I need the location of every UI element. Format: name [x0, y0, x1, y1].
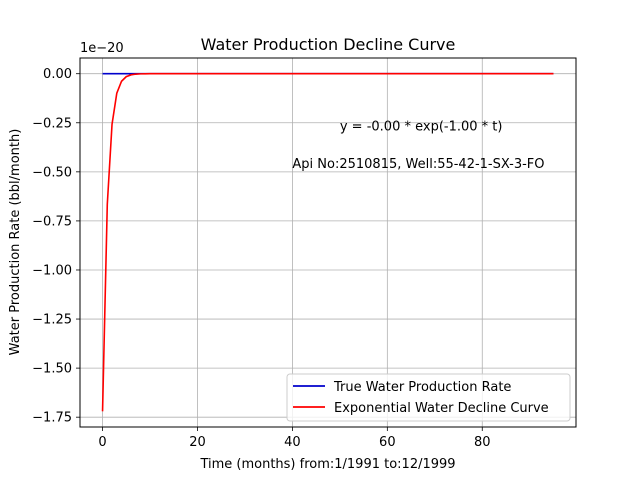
y-tick-label: −0.50: [32, 165, 72, 180]
grid: [80, 58, 576, 427]
legend: True Water Production Rate Exponential W…: [286, 373, 571, 422]
x-tick-label: 20: [189, 435, 206, 450]
y-tick-label: −1.75: [32, 411, 72, 426]
series-layer: [101, 72, 554, 412]
legend-label-exponential-curve: Exponential Water Decline Curve: [334, 401, 549, 416]
x-axis: 0 20 40 60 80: [98, 427, 491, 450]
plot-area-frame: [79, 57, 577, 428]
chart-title: Water Production Decline Curve: [201, 35, 456, 54]
y-tick-label: −1.00: [32, 263, 72, 278]
x-tick-label: 60: [379, 435, 396, 450]
x-tick-label: 80: [474, 435, 491, 450]
y-offset-label: 1e−20: [80, 41, 124, 56]
x-axis-label: Time (months) from:1/1991 to:12/1999: [199, 457, 455, 472]
y-tick-label: −1.25: [32, 313, 72, 328]
y-tick-label: −0.75: [32, 214, 72, 229]
legend-box: [286, 373, 571, 422]
equation-annotation: y = -0.00 * exp(-1.00 * t): [340, 120, 503, 135]
series-line-exponential-curve: [101, 72, 554, 412]
y-tick-label: −0.25: [32, 116, 72, 131]
x-tick-label: 40: [284, 435, 301, 450]
legend-label-true-rate: True Water Production Rate: [333, 380, 511, 395]
y-axis-label: Water Production Rate (bbl/month): [8, 129, 23, 356]
y-tick-label: 0.00: [43, 67, 72, 82]
y-tick-label: −1.50: [32, 362, 72, 377]
x-tick-label: 0: [98, 435, 106, 450]
y-axis: 0.00 −0.25 −0.50 −0.75 −1.00 −1.25 −1.50 −1.75: [32, 67, 80, 426]
well-annotation: Api No:2510815, Well:55-42-1-SX-3-FO: [292, 157, 544, 172]
